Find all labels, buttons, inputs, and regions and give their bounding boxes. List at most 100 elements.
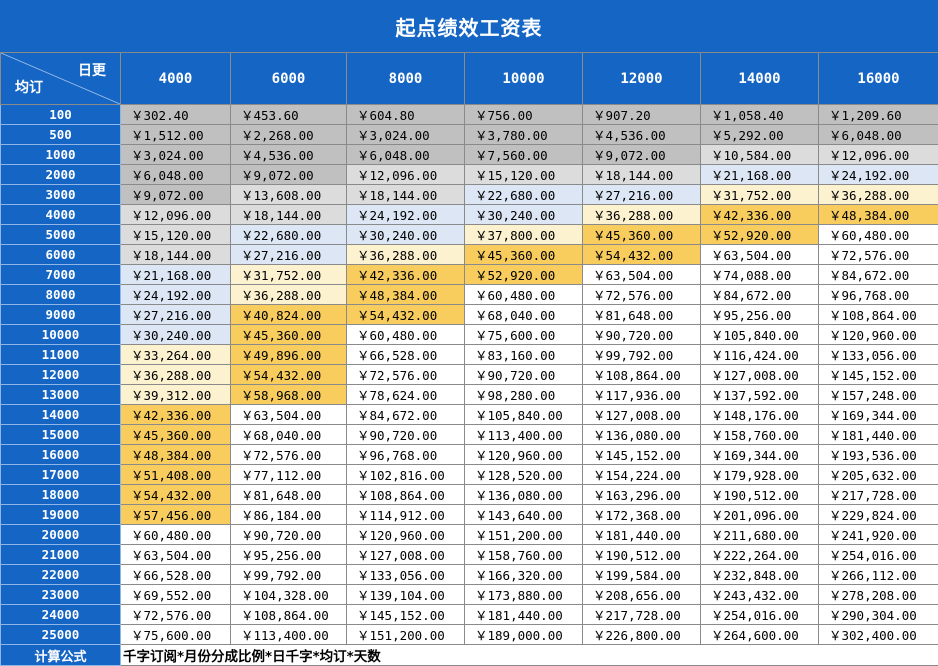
table-cell: ￥15,120.00 [465,165,583,185]
table-cell: ￥45,360.00 [121,425,231,445]
table-cell: ￥21,168.00 [701,165,819,185]
formula-text: 千字订阅*月份分成比例*日千字*均订*天数 [121,645,938,666]
table-row: 7000￥21,168.00￥31,752.00￥42,336.00￥52,92… [1,265,938,285]
column-header: 10000 [465,53,583,105]
table-cell: ￥39,312.00 [121,385,231,405]
row-header: 2000 [1,165,121,185]
table-cell: ￥48,384.00 [121,445,231,465]
table-cell: ￥66,528.00 [347,345,465,365]
table-cell: ￥229,824.00 [819,505,938,525]
table-cell: ￥254,016.00 [819,545,938,565]
table-cell: ￥7,560.00 [465,145,583,165]
table-cell: ￥3,780.00 [465,125,583,145]
table-row: 17000￥51,408.00￥77,112.00￥102,816.00￥128… [1,465,938,485]
table-cell: ￥36,288.00 [347,245,465,265]
row-header: 7000 [1,265,121,285]
table-cell: ￥49,896.00 [231,345,347,365]
table-cell: ￥453.60 [231,105,347,125]
table-cell: ￥60,480.00 [465,285,583,305]
table-row: 10000￥30,240.00￥45,360.00￥60,480.00￥75,6… [1,325,938,345]
table-row: 100￥302.40￥453.60￥604.80￥756.00￥907.20￥1… [1,105,938,125]
table-cell: ￥157,248.00 [819,385,938,405]
salary-table: 日更 均订 4000 6000 8000 10000 12000 14000 1… [0,52,938,666]
table-cell: ￥30,240.00 [121,325,231,345]
table-row: 11000￥33,264.00￥49,896.00￥66,528.00￥83,1… [1,345,938,365]
table-cell: ￥90,720.00 [347,425,465,445]
table-cell: ￥52,920.00 [701,225,819,245]
table-cell: ￥63,504.00 [701,245,819,265]
table-cell: ￥199,584.00 [583,565,701,585]
row-header: 1000 [1,145,121,165]
table-cell: ￥84,672.00 [347,405,465,425]
table-cell: ￥30,240.00 [347,225,465,245]
table-cell: ￥27,216.00 [121,305,231,325]
table-cell: ￥127,008.00 [347,545,465,565]
table-row: 22000￥66,528.00￥99,792.00￥133,056.00￥166… [1,565,938,585]
row-header: 13000 [1,385,121,405]
table-cell: ￥105,840.00 [701,325,819,345]
table-row: 8000￥24,192.00￥36,288.00￥48,384.00￥60,48… [1,285,938,305]
table-cell: ￥217,728.00 [583,605,701,625]
table-cell: ￥139,104.00 [347,585,465,605]
table-cell: ￥95,256.00 [701,305,819,325]
table-cell: ￥120,960.00 [819,325,938,345]
table-cell: ￥169,344.00 [701,445,819,465]
table-cell: ￥90,720.00 [231,525,347,545]
table-row: 500￥1,512.00￥2,268.00￥3,024.00￥3,780.00￥… [1,125,938,145]
table-cell: ￥36,288.00 [819,185,938,205]
row-header: 5000 [1,225,121,245]
table-cell: ￥72,576.00 [121,605,231,625]
table-cell: ￥24,192.00 [819,165,938,185]
table-cell: ￥604.80 [347,105,465,125]
table-cell: ￥18,144.00 [347,185,465,205]
table-cell: ￥72,576.00 [819,245,938,265]
table-cell: ￥36,288.00 [121,365,231,385]
column-header: 14000 [701,53,819,105]
table-cell: ￥114,912.00 [347,505,465,525]
row-header: 4000 [1,205,121,225]
table-row: 9000￥27,216.00￥40,824.00￥54,432.00￥68,04… [1,305,938,325]
table-cell: ￥189,000.00 [465,625,583,645]
table-row: 19000￥57,456.00￥86,184.00￥114,912.00￥143… [1,505,938,525]
row-header: 14000 [1,405,121,425]
table-cell: ￥42,336.00 [701,205,819,225]
table-cell: ￥278,208.00 [819,585,938,605]
table-cell: ￥120,960.00 [465,445,583,465]
formula-label: 计算公式 [1,645,121,666]
table-cell: ￥24,192.00 [347,205,465,225]
table-cell: ￥36,288.00 [583,205,701,225]
table-cell: ￥75,600.00 [465,325,583,345]
table-cell: ￥302,400.00 [819,625,938,645]
table-cell: ￥145,152.00 [583,445,701,465]
table-cell: ￥9,072.00 [121,185,231,205]
row-header: 24000 [1,605,121,625]
table-row: 15000￥45,360.00￥68,040.00￥90,720.00￥113,… [1,425,938,445]
table-cell: ￥42,336.00 [347,265,465,285]
table-cell: ￥108,864.00 [583,365,701,385]
column-header: 4000 [121,53,231,105]
sheet-title: 起点绩效工资表 [0,0,938,52]
table-cell: ￥42,336.00 [121,405,231,425]
table-cell: ￥166,320.00 [465,565,583,585]
column-header: 8000 [347,53,465,105]
table-cell: ￥108,864.00 [347,485,465,505]
table-cell: ￥756.00 [465,105,583,125]
table-cell: ￥128,520.00 [465,465,583,485]
table-cell: ￥63,504.00 [583,265,701,285]
table-cell: ￥84,672.00 [701,285,819,305]
table-cell: ￥77,112.00 [231,465,347,485]
table-cell: ￥243,432.00 [701,585,819,605]
table-cell: ￥60,480.00 [347,325,465,345]
table-row: 6000￥18,144.00￥27,216.00￥36,288.00￥45,36… [1,245,938,265]
table-row: 2000￥6,048.00￥9,072.00￥12,096.00￥15,120.… [1,165,938,185]
row-header: 11000 [1,345,121,365]
table-cell: ￥98,280.00 [465,385,583,405]
table-row: 23000￥69,552.00￥104,328.00￥139,104.00￥17… [1,585,938,605]
table-cell: ￥5,292.00 [701,125,819,145]
table-cell: ￥54,432.00 [121,485,231,505]
table-cell: ￥136,080.00 [583,425,701,445]
table-cell: ￥69,552.00 [121,585,231,605]
table-cell: ￥68,040.00 [231,425,347,445]
table-cell: ￥18,144.00 [583,165,701,185]
row-header: 15000 [1,425,121,445]
